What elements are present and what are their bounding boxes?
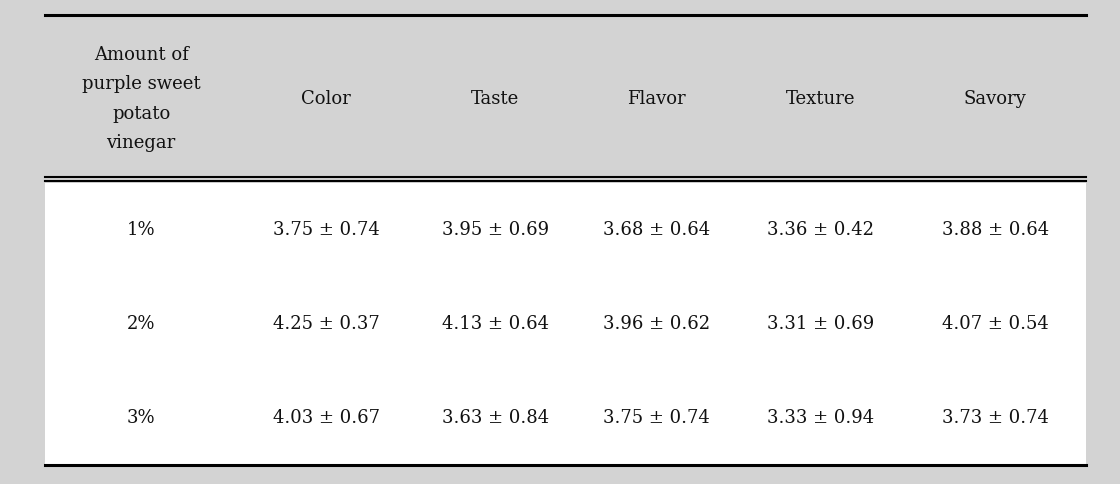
Text: 2%: 2% xyxy=(127,315,156,333)
Text: 4.13 ± 0.64: 4.13 ± 0.64 xyxy=(441,315,549,333)
Text: 3.75 ± 0.74: 3.75 ± 0.74 xyxy=(604,409,710,427)
Text: 3.75 ± 0.74: 3.75 ± 0.74 xyxy=(272,221,380,239)
Text: 3.33 ± 0.94: 3.33 ± 0.94 xyxy=(767,409,875,427)
Text: 3.63 ± 0.84: 3.63 ± 0.84 xyxy=(441,409,549,427)
Text: Amount of
purple sweet
potato
vinegar: Amount of purple sweet potato vinegar xyxy=(82,46,200,151)
Text: Texture: Texture xyxy=(786,90,856,108)
Text: 3%: 3% xyxy=(127,409,156,427)
Text: 4.03 ± 0.67: 4.03 ± 0.67 xyxy=(272,409,380,427)
Text: 3.73 ± 0.74: 3.73 ± 0.74 xyxy=(942,409,1048,427)
Text: 3.88 ± 0.64: 3.88 ± 0.64 xyxy=(942,221,1048,239)
Text: 3.68 ± 0.64: 3.68 ± 0.64 xyxy=(604,221,710,239)
Text: 3.96 ± 0.62: 3.96 ± 0.62 xyxy=(604,315,710,333)
Text: Savory: Savory xyxy=(964,90,1027,108)
Text: 4.07 ± 0.54: 4.07 ± 0.54 xyxy=(942,315,1048,333)
Text: Color: Color xyxy=(301,90,351,108)
Text: 1%: 1% xyxy=(127,221,156,239)
Text: 3.31 ± 0.69: 3.31 ± 0.69 xyxy=(767,315,875,333)
Text: Taste: Taste xyxy=(472,90,520,108)
Text: Flavor: Flavor xyxy=(627,90,687,108)
Text: 3.95 ± 0.69: 3.95 ± 0.69 xyxy=(441,221,549,239)
Text: 4.25 ± 0.37: 4.25 ± 0.37 xyxy=(272,315,380,333)
Text: 3.36 ± 0.42: 3.36 ± 0.42 xyxy=(767,221,875,239)
